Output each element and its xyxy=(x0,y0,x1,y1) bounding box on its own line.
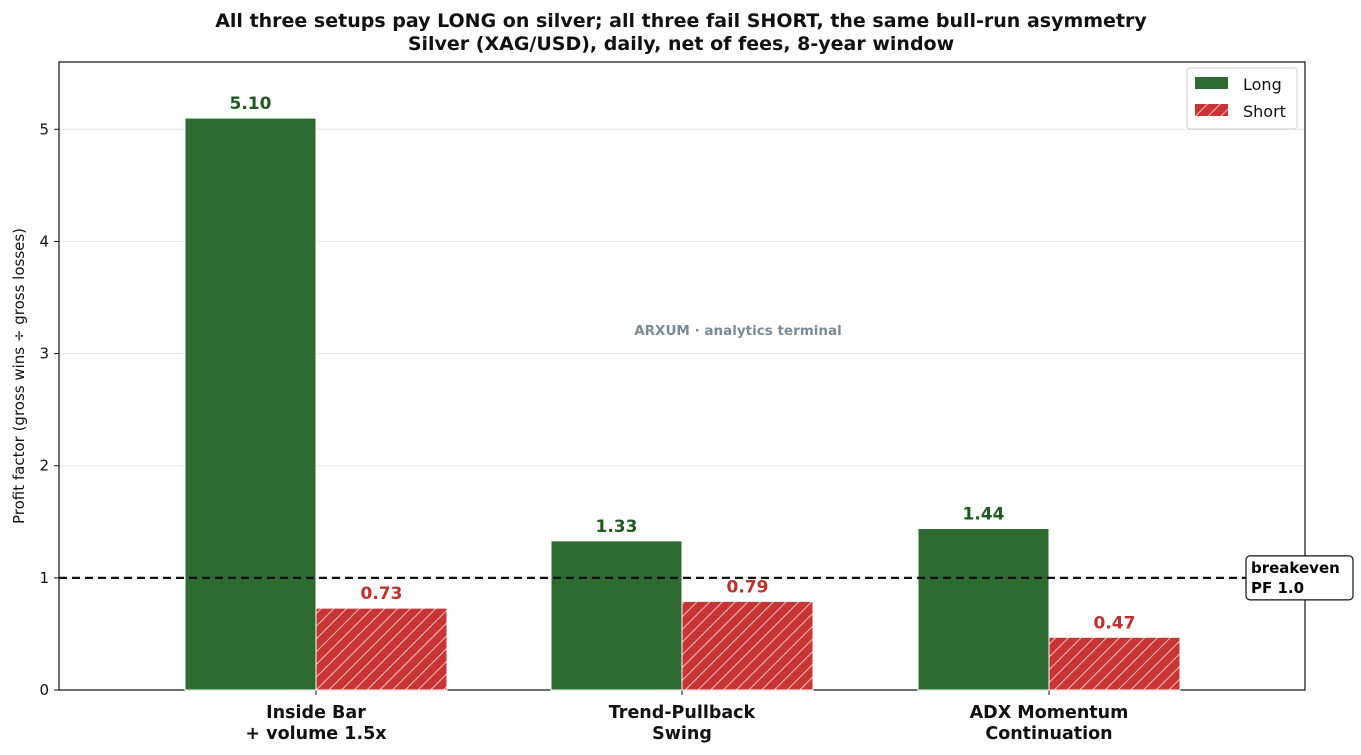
breakeven-label: PF 1.0 xyxy=(1251,579,1304,597)
x-tick-label: Trend-Pullback xyxy=(609,703,756,723)
watermark: ARXUM · analytics terminal xyxy=(634,323,842,339)
legend-label-short: Short xyxy=(1243,102,1286,121)
legend-swatch-long xyxy=(1195,77,1228,89)
bar-short-0 xyxy=(315,607,448,691)
breakeven-label-box xyxy=(1245,555,1354,601)
y-tick-label: 3 xyxy=(39,345,49,363)
y-tick-label: 2 xyxy=(39,457,49,475)
bar-long-0 xyxy=(184,117,317,691)
legend: Long Short xyxy=(1186,67,1298,130)
y-tick-label: 0 xyxy=(39,681,49,699)
x-tick-label: Continuation xyxy=(985,724,1112,744)
y-tick-label: 4 xyxy=(39,232,49,250)
legend-swatch-short xyxy=(1195,104,1228,116)
x-tick-label: Inside Bar xyxy=(266,703,366,723)
bars xyxy=(184,117,1181,691)
bar-long-1 xyxy=(550,540,683,691)
axes: 0 1 2 3 4 5 Inside Bar+ volume 1.5x Trend-Pullb… xyxy=(39,61,1306,744)
x-tick-label: ADX Momentum xyxy=(970,703,1129,723)
chart-subtitle: Silver (XAG/USD), daily, net of fees, 8-… xyxy=(408,33,954,55)
data-label-short-2: 0.47 xyxy=(1094,613,1136,633)
bar-long-2 xyxy=(917,528,1050,691)
data-label-long-0: 5.10 xyxy=(230,94,272,114)
data-label-long-2: 1.44 xyxy=(963,505,1005,525)
x-tick-label: Swing xyxy=(652,724,712,744)
breakeven-line-group: breakeven PF 1.0 xyxy=(59,555,1354,601)
bar-short-2 xyxy=(1048,636,1181,691)
y-axis-label: Profit factor (gross wins ÷ gross losses… xyxy=(10,228,28,524)
data-label-short-1: 0.79 xyxy=(727,577,769,597)
chart-title: All three setups pay LONG on silver; all… xyxy=(215,10,1147,32)
data-label-long-1: 1.33 xyxy=(596,517,638,537)
y-tick-label: 5 xyxy=(39,120,49,138)
breakeven-label: breakeven xyxy=(1251,559,1340,577)
y-tick-label: 1 xyxy=(39,569,49,587)
data-label-short-0: 0.73 xyxy=(361,584,403,604)
legend-label-long: Long xyxy=(1243,75,1282,94)
x-tick-label: + volume 1.5x xyxy=(245,724,387,744)
data-labels: 5.10 0.73 1.33 0.79 1.44 0.47 xyxy=(230,94,1136,633)
bar-short-1 xyxy=(681,600,814,691)
